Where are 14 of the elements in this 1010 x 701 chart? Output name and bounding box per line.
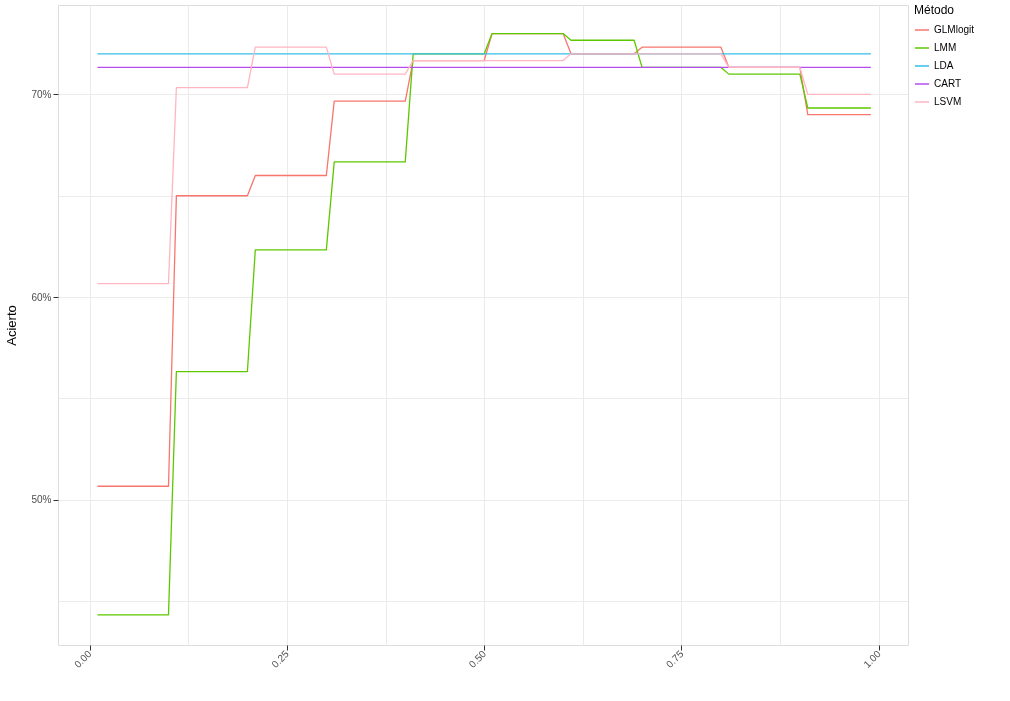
x-tick-label: 1.00 <box>861 647 884 670</box>
y-tick-label: 70% <box>31 88 52 100</box>
line-series <box>96 46 872 285</box>
y-axis-title: Acierto <box>4 305 20 346</box>
legend-label: LDA <box>934 60 954 71</box>
legend-label: GLMlogit <box>934 24 975 35</box>
y-tick-label: 60% <box>31 291 52 303</box>
legend-label: CART <box>934 78 962 89</box>
x-tick-label: 0.00 <box>72 647 94 670</box>
y-tick-label: 50% <box>31 494 52 506</box>
legend-title: Método <box>914 3 955 17</box>
legend-label: LSVM <box>934 96 962 107</box>
x-tick-label: 0.50 <box>466 647 489 670</box>
legend-label: LMM <box>934 42 957 53</box>
